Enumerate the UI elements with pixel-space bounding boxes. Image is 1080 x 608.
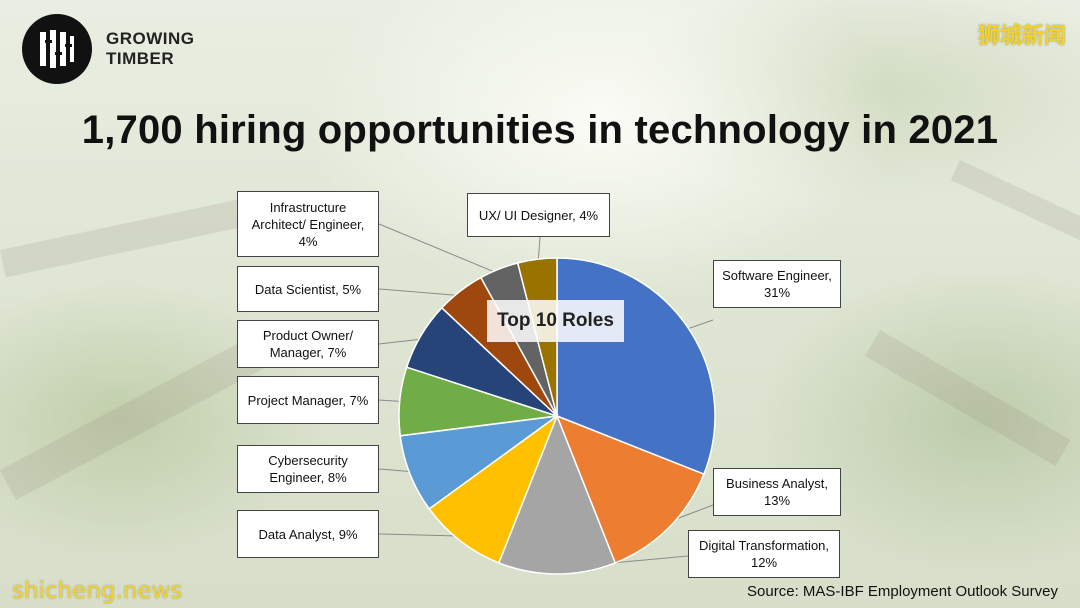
label-software-engineer: Software Engineer, 31% <box>713 260 841 308</box>
pie-slice-3 <box>428 413 559 564</box>
watermark-chinese: 狮城新闻 <box>977 24 1066 49</box>
brand-name: GROWING TIMBER <box>106 29 195 69</box>
pie-slices <box>398 257 716 575</box>
leader-line-3 <box>378 533 464 537</box>
label-business-analyst: Business Analyst, 13% <box>713 468 841 516</box>
label-data-scientist: Data Scientist, 5% <box>237 266 379 312</box>
growing-timber-logo-icon <box>22 14 92 84</box>
label-data-analyst: Data Analyst, 9% <box>237 510 379 558</box>
label-digital-transformation: Digital Transformation, 12% <box>688 530 840 578</box>
label-product-owner: Product Owner/ Manager, 7% <box>237 320 379 368</box>
page-title: 1,700 hiring opportunities in technology… <box>81 108 999 152</box>
label-infrastructure-architect: Infrastructure Architect/ Engineer, 4% <box>237 191 379 257</box>
brand-logo: GROWING TIMBER <box>22 14 195 84</box>
pie-slice-1 <box>555 414 705 564</box>
chart-title: Top 10 Roles <box>487 300 624 342</box>
source-note: Source: MAS-IBF Employment Outlook Surve… <box>747 583 1058 600</box>
label-cybersecurity-engineer: Cybersecurity Engineer, 8% <box>237 445 379 493</box>
pie-slice-2 <box>497 413 617 575</box>
watermark-english: shicheng.news <box>12 578 183 604</box>
label-project-manager: Project Manager, 7% <box>237 376 379 424</box>
leader-line-8 <box>378 223 502 276</box>
leader-line-7 <box>378 288 464 297</box>
brand-line2: TIMBER <box>106 49 175 68</box>
label-ux-ui-designer: UX/ UI Designer, 4% <box>467 193 610 237</box>
brand-line1: GROWING <box>106 29 195 48</box>
